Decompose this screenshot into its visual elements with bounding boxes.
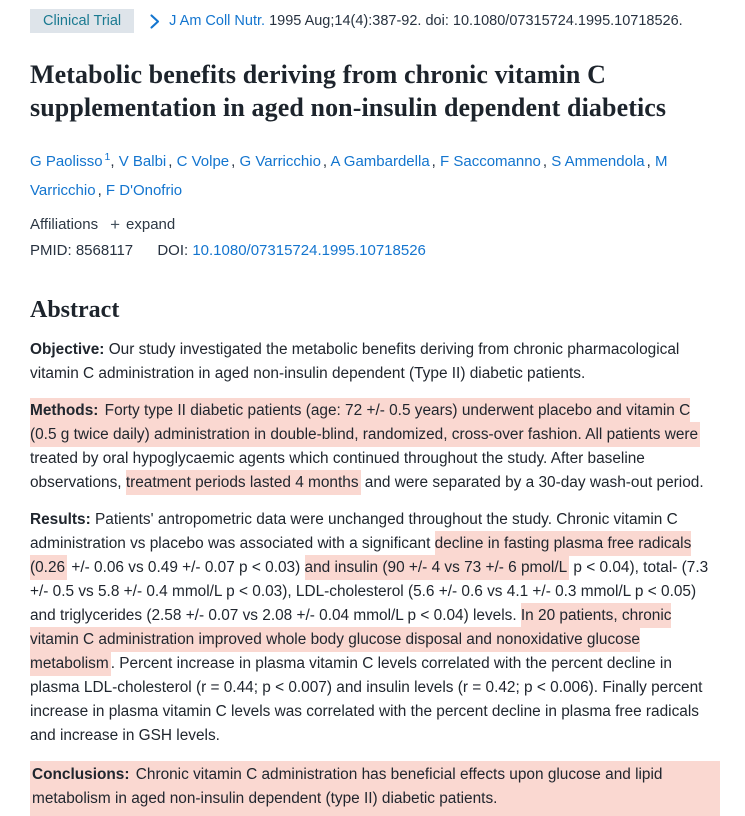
author-link[interactable]: A Gambardella bbox=[330, 153, 431, 170]
author-item: C Volpe, bbox=[177, 153, 240, 170]
author-name: C Volpe bbox=[176, 153, 230, 170]
text-segment: Objective: bbox=[30, 341, 109, 358]
author-item: G Varricchio, bbox=[240, 153, 331, 170]
text-segment: Results: bbox=[30, 511, 95, 528]
author-link[interactable]: F Saccomanno bbox=[440, 153, 543, 170]
author-separator: , bbox=[322, 153, 331, 170]
author-name: A Gambardella bbox=[330, 153, 430, 170]
author-link[interactable]: G Paolisso 1 bbox=[30, 151, 111, 170]
author-name: G Paolisso bbox=[30, 153, 103, 170]
author-separator: , bbox=[168, 153, 177, 170]
author-separator: , bbox=[110, 153, 119, 170]
expand-affiliations-button[interactable]: + expand bbox=[110, 216, 175, 233]
header-bar: Clinical Trial J Am Coll Nutr. 1995 Aug;… bbox=[30, 9, 720, 33]
author-item: M Varricchio, bbox=[30, 153, 667, 199]
author-separator: , bbox=[542, 153, 552, 170]
affiliations-row: Affiliations + expand bbox=[30, 216, 720, 233]
pmid-label: PMID: bbox=[30, 242, 72, 259]
author-separator: , bbox=[431, 153, 441, 170]
author-link[interactable]: C Volpe bbox=[177, 153, 232, 170]
doi-label: DOI: bbox=[157, 242, 189, 259]
affiliations-label: Affiliations bbox=[30, 216, 99, 233]
text-segment: . Percent increase in plasma vitamin C l… bbox=[30, 655, 703, 744]
citation-text: 1995 Aug;14(4):387-92. doi: 10.1080/0731… bbox=[265, 13, 683, 29]
pmid-value: 8568117 bbox=[75, 242, 134, 259]
text-segment: +/- 0.06 vs 0.49 +/- 0.07 p < 0.03) bbox=[67, 559, 305, 576]
affiliation-superscript: 1 bbox=[104, 151, 111, 163]
author-item: G Paolisso 1, bbox=[30, 151, 119, 170]
text-segment: and were separated by a 30-day wash-out … bbox=[360, 474, 704, 491]
text-segment: Forty type II diabetic patients (age: 72… bbox=[30, 398, 701, 447]
author-item: F Saccomanno, bbox=[440, 153, 551, 170]
abstract-paragraph-conclusions: Conclusions: Chronic vitamin C administr… bbox=[30, 761, 720, 816]
author-name: F Saccomanno bbox=[440, 153, 541, 170]
text-segment: Patients' antropometric data were unchan… bbox=[30, 511, 678, 552]
author-link[interactable]: V Balbi bbox=[119, 153, 169, 170]
author-item: V Balbi, bbox=[119, 153, 177, 170]
doi-link[interactable]: 10.1080/07315724.1995.10718526 bbox=[192, 242, 426, 259]
author-separator: , bbox=[97, 182, 106, 199]
identifiers-row: PMID: 8568117 DOI: 10.1080/07315724.1995… bbox=[30, 242, 720, 259]
author-item: A Gambardella, bbox=[330, 153, 440, 170]
plus-icon: + bbox=[110, 215, 121, 234]
article-title: Metabolic benefits deriving from chronic… bbox=[30, 60, 667, 122]
text-segment: Methods: bbox=[30, 398, 105, 423]
text-segment: treated by oral hypoglycaemic agents whi… bbox=[30, 450, 645, 491]
publication-type-badge: Clinical Trial bbox=[30, 9, 135, 33]
author-name: M Varricchio bbox=[30, 153, 668, 199]
author-item: F D'Onofrio bbox=[106, 182, 184, 199]
author-separator: , bbox=[646, 153, 655, 170]
author-name: F D'Onofrio bbox=[105, 182, 183, 199]
author-name: V Balbi bbox=[118, 153, 167, 170]
author-link[interactable]: M Varricchio bbox=[30, 153, 667, 199]
abstract-paragraph-methods: Methods: Forty type II diabetic patients… bbox=[30, 398, 720, 495]
text-segment: treatment periods lasted 4 months bbox=[125, 470, 361, 495]
journal-citation: J Am Coll Nutr. 1995 Aug;14(4):387-92. d… bbox=[169, 13, 683, 29]
author-link[interactable]: G Varricchio bbox=[240, 153, 323, 170]
chevron-right-icon bbox=[150, 13, 160, 29]
text-segment: p < 0.04), total- (7.3 +/- 0.5 vs 5.8 +/… bbox=[30, 559, 709, 624]
author-name: G Varricchio bbox=[239, 153, 321, 170]
doi-group: DOI: 10.1080/07315724.1995.10718526 bbox=[157, 242, 426, 259]
text-segment: and insulin (90 +/- 4 vs 73 +/- 6 pmol/L bbox=[304, 555, 570, 580]
author-item: S Ammendola, bbox=[551, 153, 655, 170]
expand-label: expand bbox=[126, 216, 176, 233]
author-link[interactable]: F D'Onofrio bbox=[106, 182, 184, 199]
journal-link[interactable]: J Am Coll Nutr. bbox=[169, 13, 266, 29]
text-segment: Conclusions: bbox=[32, 762, 136, 787]
author-name: S Ammendola bbox=[551, 153, 645, 170]
abstract-paragraph-results: Results: Patients' antropometric data we… bbox=[30, 508, 720, 748]
abstract-heading: Abstract bbox=[30, 297, 120, 323]
author-separator: , bbox=[231, 153, 240, 170]
abstract-paragraph-objective: Objective: Our study investigated the me… bbox=[30, 338, 720, 386]
author-link[interactable]: S Ammendola bbox=[551, 153, 646, 170]
authors-list: G Paolisso 1, V Balbi, C Volpe, G Varricc… bbox=[30, 145, 720, 203]
text-segment: Our study investigated the metabolic ben… bbox=[30, 341, 680, 382]
